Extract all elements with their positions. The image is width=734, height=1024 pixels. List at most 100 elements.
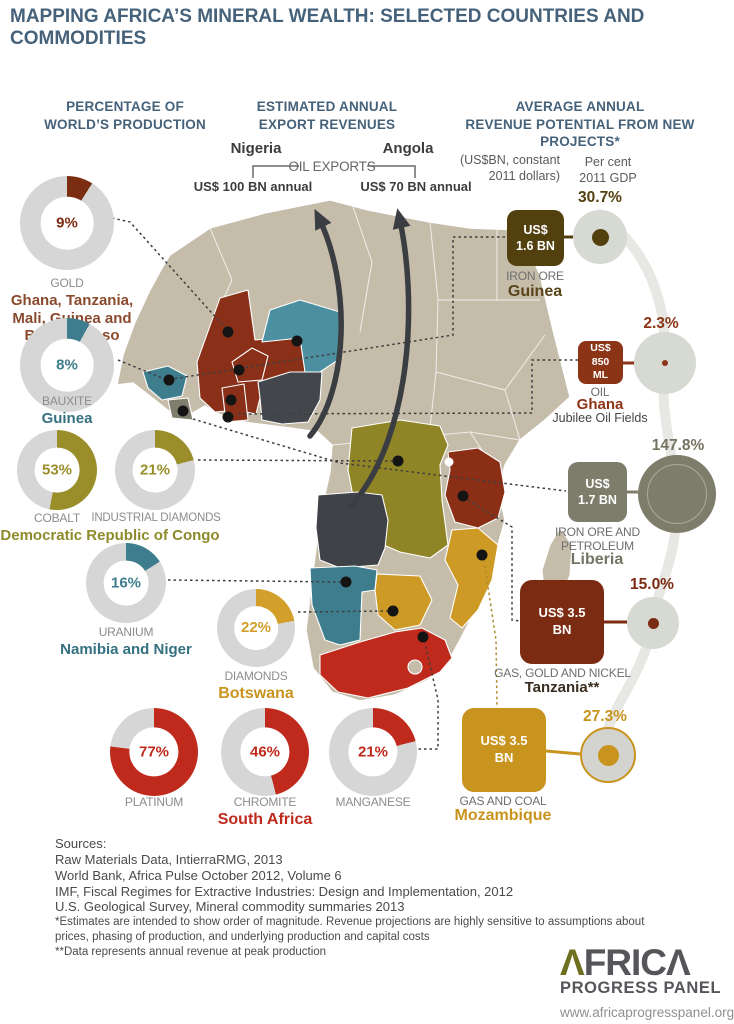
lake-victoria <box>444 457 454 467</box>
ghana-revenue-square: US$ 850 ML <box>578 341 623 384</box>
guinea-country: Guinea <box>507 283 563 300</box>
exports-heading: ESTIMATED ANNUAL EXPORT REVENUES <box>256 99 398 132</box>
donut-chromite: 46% <box>221 708 309 796</box>
ghana-gdp-dot <box>662 360 668 366</box>
footnote-estimates: *Estimates are intended to show order of… <box>55 916 645 944</box>
country-nigeria <box>257 371 323 425</box>
logo-wordmark: ΛFRICΛ <box>560 944 732 981</box>
mozambique-gdp-percent: 27.3% <box>583 708 627 725</box>
mozambique-country: Mozambique <box>454 807 552 824</box>
footnote-peak-production: **Data represents annual revenue at peak… <box>55 946 327 959</box>
projects-gdp-note: Per cent 2011 GDP <box>579 155 637 186</box>
liberia-gdp-circle <box>638 455 716 533</box>
production-heading: PERCENTAGE OF WORLD’S PRODUCTION <box>44 99 206 132</box>
donut-manganese: 21% <box>329 708 417 796</box>
tanzania-revenue-square: US$ 3.5 BN <box>520 580 604 664</box>
donut-cobalt-value: 53% <box>41 461 73 479</box>
angola-oil-arrow <box>349 208 412 508</box>
source-line: IMF, Fiscal Regimes for Extractive Indus… <box>55 883 514 899</box>
donut-cobalt: 53% <box>17 430 97 510</box>
mozambique-revenue-square: US$ 3.5 BN <box>462 708 546 792</box>
dashed-connectors <box>111 217 578 750</box>
tanzania-country: Tanzania** <box>524 679 600 696</box>
donut-industrial-diamonds-label: INDUSTRIAL DIAMONDS <box>91 512 221 524</box>
oil-export-arrows <box>307 208 412 508</box>
donut-chromite-label: CHROMITE <box>233 795 297 809</box>
nigeria-export-value: US$ 100 BN annual <box>193 179 313 194</box>
liberia-commodity: IRON ORE AND PETROLEUM <box>555 525 640 554</box>
country-botswana <box>374 573 433 631</box>
country-tanzania <box>444 447 506 529</box>
nigeria-label: Nigeria <box>230 140 282 157</box>
guinea-revenue-square: US$ 1.6 BN <box>507 210 564 266</box>
mozambique-gdp-dot <box>597 744 619 766</box>
guinea-gdp-dot <box>591 228 609 246</box>
logo-website: www.africaprogresspanel.org <box>560 1005 734 1020</box>
donut-uranium-label: URANIUM <box>98 625 154 639</box>
ghana-country: Ghana <box>576 396 624 413</box>
donut-manganese-value: 21% <box>357 743 389 761</box>
country-namibia <box>309 565 378 646</box>
south-africa-countries-label: South Africa <box>217 811 313 828</box>
donut-diamonds-countries: Botswana <box>218 685 294 702</box>
donut-gold-label: GOLD <box>50 276 84 290</box>
donut-gold-value: 9% <box>56 214 78 232</box>
ghana-gdp-circle <box>634 332 696 394</box>
tanzania-gdp-dot <box>647 617 659 629</box>
source-line: World Bank, Africa Pulse October 2012, V… <box>55 867 342 883</box>
logo-letter-a2: Λ <box>666 942 691 983</box>
drc-countries-label: Democratic Republic of Congo <box>0 527 220 544</box>
donut-industrial-diamonds: 21% <box>115 430 195 510</box>
angola-export-value: US$ 70 BN annual <box>360 179 472 194</box>
mozambique-commodity: GAS AND COAL <box>459 794 547 808</box>
country-lesotho <box>407 659 423 675</box>
logo-letters-mid: FRIC <box>583 942 667 983</box>
donut-bauxite-label: BAUXITE <box>42 394 92 408</box>
donut-bauxite: 8% <box>20 318 114 412</box>
donut-diamonds-value: 22% <box>240 619 272 637</box>
liberia-revenue-square: US$ 1.7 BN <box>568 462 627 522</box>
ghana-gdp-percent: 2.3% <box>643 315 679 332</box>
liberia-gdp-percent: 147.8% <box>651 437 705 454</box>
guinea-commodity: IRON ORE <box>506 269 564 283</box>
square-circle-connectors <box>545 235 638 756</box>
country-south-africa <box>319 627 453 699</box>
tanzania-gdp-percent: 15.0% <box>630 576 674 593</box>
ghana-field-note: Jubilee Oil Fields <box>552 411 648 425</box>
oil-exports-bracket <box>252 165 416 178</box>
donut-industrial-diamonds-value: 21% <box>139 461 171 479</box>
nigeria-oil-arrow <box>307 208 344 439</box>
donut-gold: 9% <box>20 176 114 270</box>
donut-platinum-label: PLATINUM <box>124 795 184 809</box>
source-line: Raw Materials Data, IntierraRMG, 2013 <box>55 851 283 867</box>
liberia-country: Liberia <box>570 551 624 568</box>
donut-uranium: 16% <box>86 543 166 623</box>
tanzania-commodity: GAS, GOLD AND NICKEL <box>494 666 631 680</box>
donut-platinum: 77% <box>110 708 198 796</box>
page-title: MAPPING AFRICA’S MINERAL WEALTH: SELECTE… <box>10 6 645 49</box>
donut-diamonds: 22% <box>217 589 295 667</box>
ghana-commodity: OIL <box>590 385 610 399</box>
mozambique-gdp-circle <box>580 727 636 783</box>
projects-heading: AVERAGE ANNUAL REVENUE POTENTIAL FROM NE… <box>465 99 695 150</box>
map-marker-dots <box>163 326 488 643</box>
source-line: U.S. Geological Survey, Mineral commodit… <box>55 899 405 915</box>
donut-platinum-value: 77% <box>138 743 170 761</box>
projects-unit-note: (US$BN, constant 2011 dollars) <box>459 153 560 184</box>
donut-uranium-countries: Namibia and Niger <box>60 641 192 658</box>
highlighted-countries <box>142 289 573 699</box>
africa-progress-panel-logo: ΛFRICΛ PROGRESS PANEL www.africaprogress… <box>560 944 734 1020</box>
donut-uranium-value: 16% <box>110 574 142 592</box>
guinea-gdp-percent: 30.7% <box>578 189 622 206</box>
donut-bauxite-value: 8% <box>56 356 78 374</box>
donut-chromite-value: 46% <box>249 743 281 761</box>
sources-label: Sources: <box>55 836 107 851</box>
liberia-gdp-dot <box>647 464 707 524</box>
guinea-gdp-circle <box>573 210 627 264</box>
donut-cobalt-label: COBALT <box>34 511 80 525</box>
country-angola <box>315 491 389 569</box>
oil-exports-label: OIL EXPORTS <box>288 159 376 174</box>
logo-subtitle: PROGRESS PANEL <box>560 979 722 997</box>
